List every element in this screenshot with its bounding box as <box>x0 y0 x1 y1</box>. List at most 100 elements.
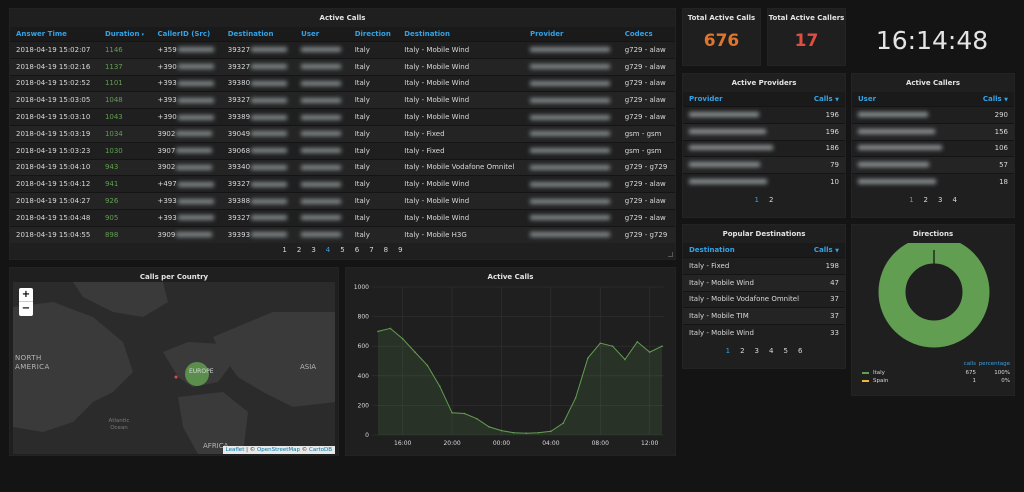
active-calls-chart[interactable]: 0 200 400 600 800 1000 16:00 20:00 00:00 04:00 08:… <box>346 283 677 453</box>
data-point[interactable] <box>500 429 503 432</box>
page-link[interactable]: 9 <box>398 246 403 255</box>
country-marker-italy[interactable] <box>185 362 209 386</box>
page-link[interactable]: 1 <box>909 196 914 205</box>
table-row[interactable]: Italy - Mobile Vodafone Omnitel 37 <box>683 290 845 308</box>
data-point[interactable] <box>475 417 478 420</box>
page-link[interactable]: 2 <box>740 347 745 356</box>
data-point[interactable] <box>636 340 639 343</box>
column-header[interactable]: Codecs <box>618 27 675 42</box>
data-point[interactable] <box>377 330 379 333</box>
page-link[interactable]: 7 <box>369 246 374 255</box>
table-row[interactable]: 2018-04-19 15:04:10 943 3902 39340 Italy Ital… <box>10 158 675 176</box>
table-row[interactable]: 2018-04-19 15:03:10 1043 +390 39389 Italy Ita… <box>10 108 675 126</box>
series-line[interactable] <box>377 327 663 434</box>
table-row[interactable]: Italy - Fixed 198 <box>683 257 845 275</box>
data-point[interactable] <box>574 397 577 399</box>
page-link[interactable]: 6 <box>797 347 803 356</box>
column-header-user[interactable]: User <box>852 92 969 107</box>
table-row[interactable]: 2018-04-19 15:02:16 1137 +390 39327 Italy Ita… <box>10 57 675 76</box>
column-header[interactable]: Destination <box>221 27 296 42</box>
page-link[interactable]: 4 <box>769 347 774 356</box>
page-link[interactable]: 5 <box>783 347 788 356</box>
data-point[interactable] <box>488 426 490 428</box>
table-row[interactable]: 186 <box>683 139 845 157</box>
page-link[interactable]: 1 <box>725 347 731 356</box>
page-link[interactable]: 4 <box>325 246 331 255</box>
table-row[interactable]: 79 <box>683 156 845 174</box>
column-header-calls[interactable]: Calls ▼ <box>968 92 1014 107</box>
table-row[interactable]: Italy - Mobile Wind 33 <box>683 324 845 342</box>
data-point[interactable] <box>624 358 626 361</box>
table-row[interactable]: 106 <box>852 139 1014 157</box>
column-header[interactable]: Destination <box>398 27 524 42</box>
data-point[interactable] <box>525 432 527 435</box>
table-row[interactable]: 2018-04-19 15:04:55 898 3909 39393 Italy Ital… <box>10 225 675 244</box>
legend-item[interactable]: Spain 1 0% <box>862 378 1010 384</box>
page-link[interactable]: 8 <box>383 246 389 255</box>
map[interactable]: NORTH AMERICA EUROPE ASIA AFRICA Atlanti… <box>13 282 335 454</box>
zoom-in-button[interactable]: + <box>19 288 33 302</box>
attribution-osm-link[interactable]: OpenStreetMap <box>256 447 300 453</box>
data-point[interactable] <box>550 430 552 433</box>
legend-header-percentage[interactable]: percentage <box>978 361 1010 367</box>
page-link[interactable]: 2 <box>769 196 774 205</box>
data-point[interactable] <box>426 364 429 367</box>
column-header-calls[interactable]: Calls ▼ <box>807 243 845 258</box>
table-row[interactable]: 2018-04-19 15:02:07 1146 +359 39327 Italy Ita… <box>10 41 675 59</box>
column-header-calls[interactable]: Calls ▼ <box>799 92 845 107</box>
column-header[interactable]: User <box>295 27 349 42</box>
data-point[interactable] <box>599 342 602 345</box>
data-point[interactable] <box>414 351 416 353</box>
table-row[interactable]: 156 <box>852 122 1014 141</box>
data-point[interactable] <box>587 357 589 359</box>
column-header[interactable]: Duration ▾ <box>98 27 152 42</box>
table-row[interactable]: 2018-04-19 15:03:19 1034 3902 39049 Italy Ita… <box>10 124 675 143</box>
column-header-destination[interactable]: Destination <box>683 243 808 258</box>
attribution-carto-link[interactable]: CartoDB <box>308 447 332 453</box>
page-link[interactable]: 1 <box>754 196 759 205</box>
column-header-provider[interactable]: Provider <box>683 92 800 107</box>
data-point[interactable] <box>562 422 565 424</box>
table-row[interactable]: 2018-04-19 15:04:12 941 +497 39327 Italy Ital… <box>10 175 675 193</box>
column-header[interactable]: Direction <box>348 27 399 42</box>
data-point[interactable] <box>611 345 614 347</box>
page-link[interactable]: 3 <box>311 246 316 255</box>
data-point[interactable] <box>451 412 453 414</box>
page-link[interactable]: 6 <box>354 246 360 255</box>
legend-item[interactable]: Italy 675 100% <box>862 370 1010 376</box>
data-point[interactable] <box>537 431 540 434</box>
data-point[interactable] <box>401 338 404 340</box>
resize-handle[interactable] <box>668 252 673 257</box>
page-link[interactable]: 2 <box>296 246 302 255</box>
data-point[interactable] <box>438 385 441 387</box>
data-point[interactable] <box>389 327 392 330</box>
page-link[interactable]: 5 <box>340 246 345 255</box>
table-row[interactable]: 196 <box>683 106 845 124</box>
column-header[interactable]: Answer Time <box>10 27 99 42</box>
table-row[interactable]: 2018-04-19 15:04:48 905 +393 39327 Italy Ital… <box>10 208 675 227</box>
column-header[interactable]: CallerID (Src) <box>151 27 222 42</box>
table-row[interactable]: 2018-04-19 15:02:52 1101 +393 39380 Italy Ita… <box>10 74 675 92</box>
data-point[interactable] <box>661 345 663 347</box>
attribution-leaflet-link[interactable]: Leaflet <box>225 447 245 453</box>
table-row[interactable]: 196 <box>683 122 845 141</box>
table-row[interactable]: 2018-04-19 15:04:27 926 +393 39388 Italy Ital… <box>10 192 675 210</box>
page-link[interactable]: 1 <box>282 246 287 255</box>
table-row[interactable]: 290 <box>852 106 1014 124</box>
data-point[interactable] <box>513 431 515 434</box>
country-marker-spain[interactable] <box>174 375 178 379</box>
page-link[interactable]: 3 <box>754 347 759 356</box>
table-row[interactable]: 2018-04-19 15:03:23 1030 3907 39068 Italy Ita… <box>10 141 675 160</box>
table-row[interactable]: 57 <box>852 156 1014 174</box>
table-row[interactable]: 18 <box>852 173 1014 191</box>
page-link[interactable]: 3 <box>938 196 943 205</box>
data-point[interactable] <box>648 351 651 353</box>
page-link[interactable]: 2 <box>923 196 928 205</box>
table-row[interactable]: Italy - Mobile TIM 37 <box>683 307 845 325</box>
table-row[interactable]: 10 <box>683 173 845 191</box>
legend-header-calls[interactable]: calls <box>963 361 976 367</box>
page-link[interactable]: 4 <box>952 196 957 205</box>
table-row[interactable]: 2018-04-19 15:03:05 1048 +393 39327 Italy Ita… <box>10 91 675 109</box>
zoom-out-button[interactable]: − <box>21 303 31 314</box>
column-header[interactable]: Provider <box>523 27 619 42</box>
